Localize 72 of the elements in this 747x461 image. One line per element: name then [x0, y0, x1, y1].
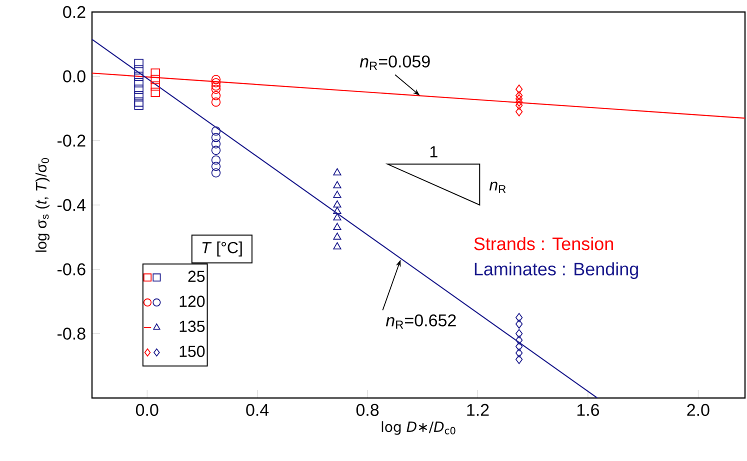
x-tick-label: 2.0: [687, 404, 710, 416]
point: [134, 100, 144, 110]
point: [515, 342, 523, 352]
point: [134, 58, 144, 68]
point: [515, 348, 523, 358]
annotation: Laminates : Bending: [474, 262, 638, 280]
point: [333, 232, 342, 240]
point: [515, 312, 523, 322]
point: [211, 97, 221, 107]
point: [515, 107, 523, 116]
point: [134, 78, 144, 88]
point: [211, 168, 221, 178]
legend-label: 135: [180, 320, 205, 332]
point: [211, 126, 221, 136]
y-tick-label: 0.0: [63, 70, 86, 82]
y-tick-label: 0.2: [63, 6, 86, 18]
annotation: n$_{R}$=0.652: [386, 314, 456, 329]
point: [211, 146, 221, 155]
y-tick-label: -0.8: [58, 328, 86, 340]
legend-label: 150: [180, 346, 205, 358]
annotation: n$_{R}$: [489, 182, 506, 193]
point: [150, 74, 160, 84]
point: [515, 97, 523, 107]
legend-label: 120: [180, 296, 205, 308]
point: [134, 84, 144, 94]
point: [515, 319, 523, 329]
point: [333, 168, 342, 176]
point: [211, 139, 221, 149]
annotation: n$_{R}$=0.059: [360, 55, 430, 70]
point: [150, 88, 160, 98]
point: [211, 81, 221, 91]
point: [333, 190, 342, 198]
point: [211, 90, 221, 100]
y-tick-label: -0.6: [58, 263, 86, 276]
x-tick-label: 1.2: [467, 404, 489, 416]
legend-label: 25: [188, 270, 205, 282]
point: [211, 78, 221, 88]
x-tick-label: 0.8: [356, 404, 379, 416]
x-tick-label: 1.6: [577, 404, 600, 416]
point: [211, 155, 221, 165]
point: [134, 72, 144, 81]
point: [333, 200, 342, 208]
y-tick-label: -0.2: [58, 134, 86, 147]
point: [134, 65, 144, 75]
x-tick-label: 0.0: [136, 404, 158, 416]
y-axis-title: log σ$_{s}$ (t, T)/σ$_{0}$: [36, 158, 50, 252]
point: [515, 100, 523, 110]
point: [515, 329, 523, 338]
point: [515, 354, 523, 364]
point: [211, 84, 221, 94]
point: [333, 222, 342, 230]
point: [515, 335, 523, 345]
y-tick-label: -0.4: [58, 198, 86, 212]
point: [515, 84, 523, 94]
point: [134, 97, 144, 107]
point: [134, 90, 144, 100]
x-axis-title: log D∗/D$_{c0}$: [382, 421, 456, 435]
point: [333, 181, 342, 188]
point: [211, 74, 221, 84]
x-tick-label: 0.4: [246, 404, 269, 416]
annotation: 1: [430, 146, 438, 158]
point: [515, 94, 523, 104]
legend-title: T [°C]: [202, 242, 242, 256]
point: [333, 206, 342, 214]
annotation: Strands : Tension: [474, 236, 613, 250]
point: [333, 242, 342, 250]
point: [150, 68, 160, 78]
point: [150, 81, 160, 91]
point: [333, 213, 342, 220]
point: [211, 132, 221, 142]
point: [515, 90, 523, 100]
point: [211, 162, 221, 172]
